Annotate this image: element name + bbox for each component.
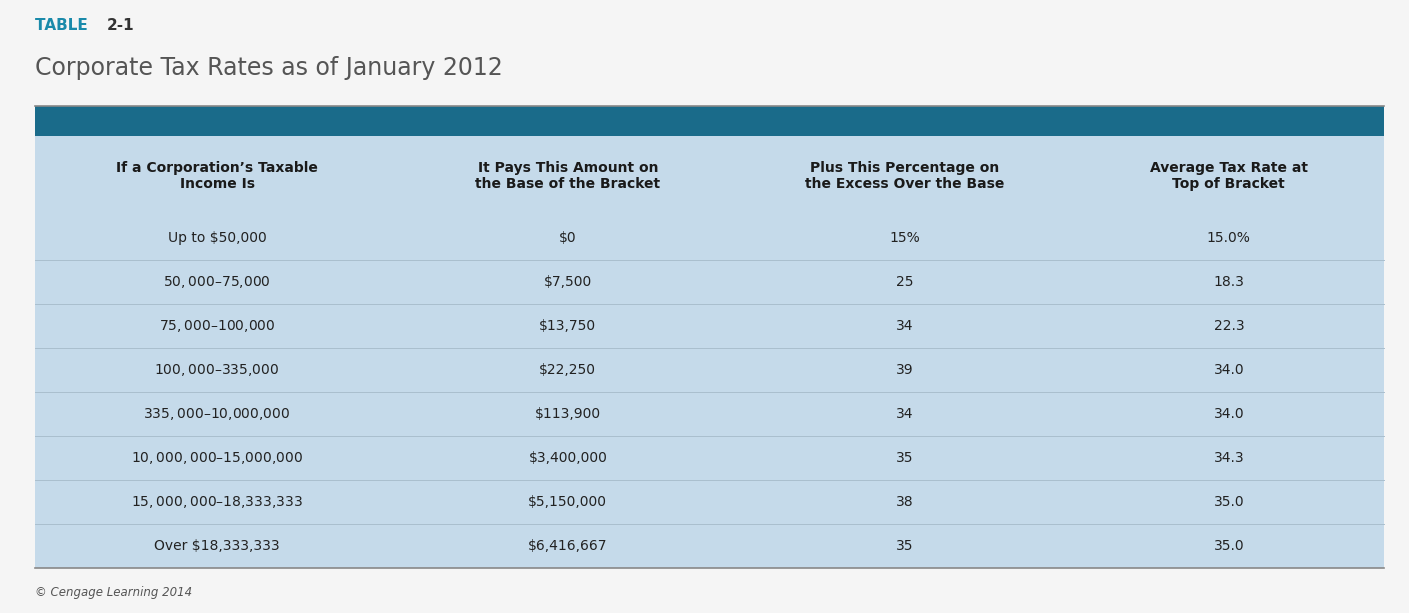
Text: $335,000–$10,000,000: $335,000–$10,000,000 — [144, 406, 290, 422]
Text: $22,250: $22,250 — [540, 363, 596, 377]
Text: 15%: 15% — [889, 231, 920, 245]
Text: $15,000,000–$18,333,333: $15,000,000–$18,333,333 — [131, 494, 303, 510]
Text: 34.0: 34.0 — [1213, 363, 1244, 377]
Text: 35.0: 35.0 — [1213, 495, 1244, 509]
Text: 35.0: 35.0 — [1213, 539, 1244, 553]
Text: 22.3: 22.3 — [1213, 319, 1244, 333]
Text: 34: 34 — [896, 407, 914, 421]
Text: $5,150,000: $5,150,000 — [528, 495, 607, 509]
Text: If a Corporation’s Taxable
Income Is: If a Corporation’s Taxable Income Is — [116, 161, 318, 191]
Text: 15.0%: 15.0% — [1208, 231, 1251, 245]
Text: $13,750: $13,750 — [540, 319, 596, 333]
Text: © Cengage Learning 2014: © Cengage Learning 2014 — [35, 586, 192, 599]
Bar — [35, 106, 1384, 136]
Text: 18.3: 18.3 — [1213, 275, 1244, 289]
Text: $0: $0 — [559, 231, 576, 245]
Text: Average Tax Rate at
Top of Bracket: Average Tax Rate at Top of Bracket — [1150, 161, 1308, 191]
Text: Up to $50,000: Up to $50,000 — [168, 231, 266, 245]
Text: $7,500: $7,500 — [544, 275, 592, 289]
Text: 34.3: 34.3 — [1213, 451, 1244, 465]
Text: $6,416,667: $6,416,667 — [528, 539, 607, 553]
Bar — [35, 136, 1384, 216]
Text: $75,000–$100,000: $75,000–$100,000 — [159, 318, 275, 334]
Bar — [35, 216, 1384, 568]
Text: $10,000,000–$15,000,000: $10,000,000–$15,000,000 — [131, 450, 303, 466]
Text: 39: 39 — [896, 363, 914, 377]
Text: 2-1: 2-1 — [107, 18, 135, 33]
Text: 38: 38 — [896, 495, 914, 509]
Text: Corporate Tax Rates as of January 2012: Corporate Tax Rates as of January 2012 — [35, 56, 503, 80]
Text: $113,900: $113,900 — [535, 407, 600, 421]
Text: $3,400,000: $3,400,000 — [528, 451, 607, 465]
Text: 35: 35 — [896, 539, 914, 553]
Text: $100,000–$335,000: $100,000–$335,000 — [155, 362, 280, 378]
Text: $50,000–$75,000: $50,000–$75,000 — [163, 274, 271, 290]
Text: TABLE: TABLE — [35, 18, 93, 33]
Text: Plus This Percentage on
the Excess Over the Base: Plus This Percentage on the Excess Over … — [806, 161, 1005, 191]
Text: 25: 25 — [896, 275, 914, 289]
Text: 34: 34 — [896, 319, 914, 333]
Text: 34.0: 34.0 — [1213, 407, 1244, 421]
Text: Over $18,333,333: Over $18,333,333 — [155, 539, 280, 553]
Text: It Pays This Amount on
the Base of the Bracket: It Pays This Amount on the Base of the B… — [475, 161, 661, 191]
Text: 35: 35 — [896, 451, 914, 465]
